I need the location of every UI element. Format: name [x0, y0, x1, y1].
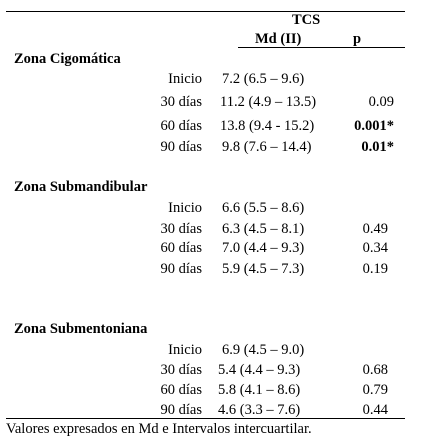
row-time: Inicio: [168, 342, 202, 358]
table-footnote: Valores expresados en Md e Intervalos in…: [6, 421, 312, 437]
row-time: 90 días: [160, 402, 202, 418]
row-value: 7.0 (4.4 – 9.3): [222, 240, 305, 256]
row-value: 9.8 (7.6 – 14.4): [222, 139, 312, 155]
row-time: 60 días: [160, 240, 202, 256]
row-p-value-significant: 0.01*: [361, 139, 394, 155]
row-p-value: 0.68: [362, 362, 388, 378]
row-time: Inicio: [168, 71, 202, 87]
section-title: Zona Submandibular: [14, 179, 148, 195]
row-p-value: 0.09: [368, 94, 394, 110]
header-underline-rule: [238, 47, 405, 48]
section-title: Zona Cigomática: [14, 51, 121, 67]
measure-header: Md (II): [255, 31, 302, 47]
row-time: 30 días: [160, 94, 202, 110]
row-time: Inicio: [168, 200, 202, 216]
row-value: 4.6 (3.3 – 7.6): [218, 402, 301, 418]
row-time: 60 días: [160, 118, 202, 134]
row-value: 11.2 (4.9 – 13.5): [220, 94, 317, 110]
row-value: 6.6 (5.5 – 8.6): [222, 200, 305, 216]
row-value: 6.9 (4.5 – 9.0): [222, 342, 305, 358]
row-p-value: 0.49: [362, 221, 388, 237]
row-value: 5.8 (4.1 – 8.6): [218, 382, 301, 398]
row-p-value: 0.44: [362, 402, 388, 418]
row-time: 30 días: [160, 362, 202, 378]
row-time: 90 días: [160, 261, 202, 277]
row-time: 90 días: [160, 139, 202, 155]
row-value: 5.9 (4.5 – 7.3): [222, 261, 305, 277]
p-value-header: p: [353, 31, 362, 47]
section-title: Zona Submentoniana: [14, 321, 148, 337]
row-value: 6.3 (4.5 – 8.1): [222, 221, 305, 237]
row-value: 13.8 (9.4 - 15.2): [220, 118, 315, 134]
row-p-value-significant: 0.001*: [354, 118, 394, 134]
row-p-value: 0.34: [362, 240, 388, 256]
row-time: 30 días: [160, 221, 202, 237]
row-value: 5.4 (4.4 – 9.3): [218, 362, 301, 378]
row-p-value: 0.19: [362, 261, 388, 277]
table-top-rule: [6, 11, 405, 12]
row-p-value: 0.79: [362, 382, 388, 398]
row-time: 60 días: [160, 382, 202, 398]
table-bottom-rule: [6, 418, 405, 419]
row-value: 7.2 (6.5 – 9.6): [222, 71, 305, 87]
group-header: TCS: [292, 12, 321, 28]
